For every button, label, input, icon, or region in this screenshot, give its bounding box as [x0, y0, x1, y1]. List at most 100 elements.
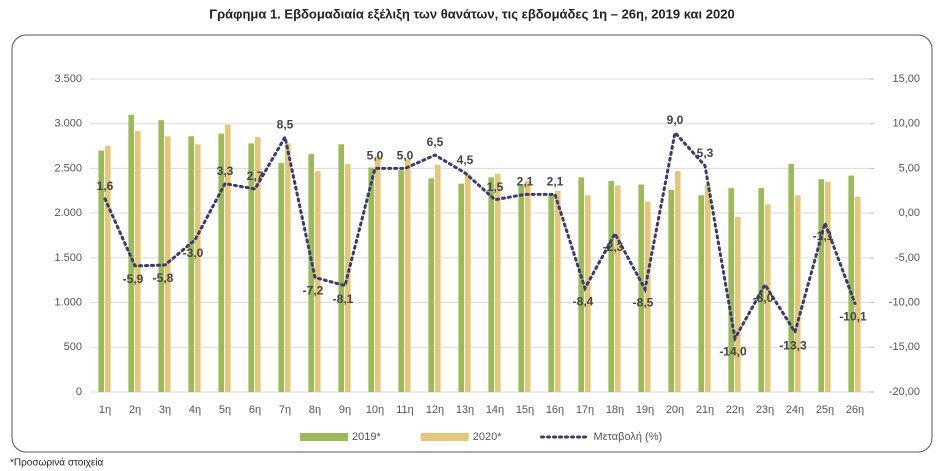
bar [308, 154, 314, 392]
y2-tick-label: 15,00 [892, 73, 920, 85]
data-label: 2,1 [547, 175, 564, 189]
data-label: -8,5 [633, 295, 654, 309]
bar [668, 189, 674, 392]
y-tick-label: 3.500 [54, 73, 82, 85]
y2-tick-label: 0,00 [899, 207, 920, 219]
bar [398, 170, 404, 392]
bar [495, 173, 501, 392]
x-tick-label: 22η [726, 404, 744, 416]
x-tick-label: 14η [486, 404, 504, 416]
bar [375, 155, 381, 392]
data-label: 4,5 [457, 153, 474, 167]
bar [578, 177, 584, 392]
data-label: 2,1 [517, 175, 534, 189]
bar [135, 130, 141, 392]
y2-tick-label: 5,00 [899, 162, 920, 174]
x-tick-label: 2η [129, 404, 141, 416]
data-label: 6,5 [427, 135, 444, 149]
data-label: -1,1 [813, 229, 834, 243]
bar [728, 188, 734, 392]
data-label: -2,3 [603, 240, 624, 254]
bar [428, 178, 434, 392]
bar [315, 171, 321, 392]
x-tick-label: 5η [219, 404, 231, 416]
legend-swatch [420, 433, 469, 441]
data-label: 2,7 [247, 169, 264, 183]
data-label: 3,3 [217, 164, 234, 178]
data-label: 5,3 [697, 146, 714, 160]
bar [285, 143, 291, 392]
y2-tick-label: -5,00 [895, 252, 920, 264]
x-tick-label: 19η [636, 404, 654, 416]
bar [675, 171, 681, 392]
data-label: 5,0 [367, 149, 384, 163]
bar [555, 190, 561, 392]
x-tick-label: 15η [516, 404, 534, 416]
legend-swatch [300, 433, 348, 441]
bar [518, 185, 524, 392]
x-tick-label: 8η [309, 404, 321, 416]
bar [855, 197, 861, 392]
data-label: -7,2 [303, 284, 324, 298]
bar [248, 143, 254, 392]
bar [188, 136, 194, 392]
data-label: 1,5 [487, 180, 504, 194]
bar [705, 184, 711, 392]
data-label: -5,8 [153, 271, 174, 285]
bar [848, 175, 854, 392]
y2-tick-label: -15,00 [889, 341, 920, 353]
x-tick-label: 23η [756, 404, 774, 416]
x-tick-label: 18η [606, 404, 624, 416]
data-label: 1,6 [97, 179, 114, 193]
x-tick-label: 11η [396, 404, 414, 416]
data-label: 9,0 [667, 113, 684, 127]
x-tick-label: 20η [666, 404, 684, 416]
line [103, 129, 857, 343]
legend-label: 2020* [473, 431, 502, 443]
y-tick-label: 1.500 [54, 252, 82, 264]
footnote: *Προσωρινά στοιχεία [10, 457, 104, 469]
legend-label: Μεταβολή (%) [594, 431, 663, 443]
data-label: -3,0 [183, 246, 204, 260]
y-tick-label: 3.000 [54, 118, 82, 130]
y2-tick-label: -10,00 [889, 296, 920, 308]
data-label: 5,0 [397, 149, 414, 163]
bar [405, 159, 411, 392]
bar [548, 195, 554, 392]
bar [128, 114, 134, 393]
y2-tick-label: 10,00 [892, 118, 920, 130]
chart-frame [11, 34, 933, 453]
bar [368, 167, 374, 392]
y-tick-label: 500 [64, 341, 82, 353]
bar [278, 163, 284, 392]
x-tick-label: 12η [426, 404, 444, 416]
bar [585, 195, 591, 392]
x-tick-label: 9η [339, 404, 351, 416]
x-tick-label: 10η [366, 404, 384, 416]
bar [615, 185, 621, 392]
bar [98, 150, 104, 392]
data-label: -8,1 [333, 292, 354, 306]
bar [698, 195, 704, 392]
x-tick-label: 13η [456, 404, 474, 416]
bar [818, 179, 824, 392]
data-label: -10,1 [839, 310, 867, 324]
bar [638, 184, 644, 392]
bar [458, 183, 464, 392]
y-tick-label: 1.000 [54, 296, 82, 308]
legend-label: 2019* [352, 431, 381, 443]
x-tick-label: 1η [99, 404, 111, 416]
chart-title: Γράφημα 1. Εβδομαδιαία εξέλιξη των θανάτ… [209, 6, 734, 21]
bar [825, 181, 831, 392]
x-tick-label: 6η [249, 404, 261, 416]
x-tick-label: 21η [696, 404, 714, 416]
y-tick-label: 2.500 [54, 162, 82, 174]
y-tick-label: 0 [76, 386, 82, 398]
x-tick-label: 24η [786, 404, 804, 416]
y-tick-label: 2.000 [54, 207, 82, 219]
data-label: 8,5 [277, 117, 294, 131]
x-tick-label: 17η [576, 404, 594, 416]
bar [525, 180, 531, 392]
bar [735, 216, 741, 392]
bar [255, 137, 261, 392]
